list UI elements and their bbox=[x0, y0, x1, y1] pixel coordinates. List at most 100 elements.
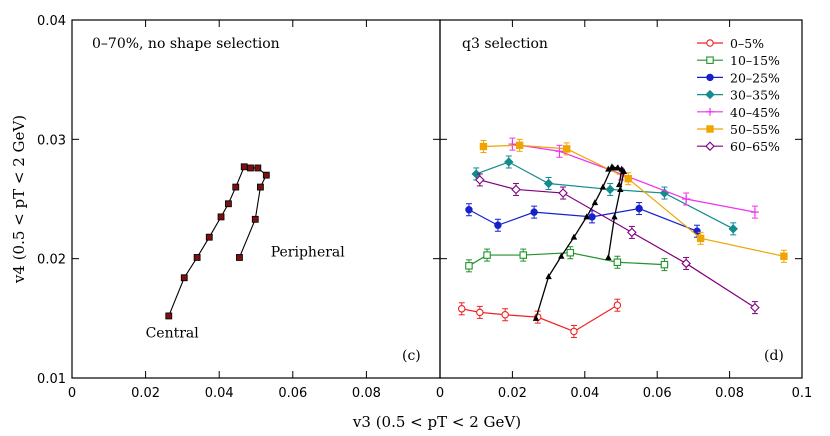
centrality-track-point bbox=[558, 252, 565, 259]
series-line bbox=[483, 144, 785, 257]
left-x-tick-label: 0.04 bbox=[205, 386, 234, 401]
series-point bbox=[515, 141, 524, 150]
series-point bbox=[627, 227, 637, 238]
series-line bbox=[468, 207, 698, 232]
series-point bbox=[588, 213, 596, 221]
series-point bbox=[476, 308, 484, 317]
left-panel-label: (c) bbox=[402, 348, 421, 364]
series-point bbox=[605, 184, 615, 195]
series-6 bbox=[479, 138, 788, 263]
centrality-track-point bbox=[605, 253, 612, 260]
left-trajectory-point bbox=[232, 183, 240, 191]
centrality-track-point bbox=[532, 314, 540, 321]
centrality-track-point bbox=[609, 164, 617, 171]
legend-label: 40–45% bbox=[730, 105, 780, 120]
legend-marker bbox=[706, 56, 714, 64]
left-trajectory-point bbox=[262, 171, 270, 179]
legend-entry: 10–15% bbox=[697, 53, 780, 68]
legend-entry: 40–45% bbox=[697, 105, 780, 120]
centrality-track-point bbox=[605, 165, 612, 172]
legend-label: 60–65% bbox=[730, 139, 780, 154]
left-y-tick-label: 0.02 bbox=[37, 253, 66, 268]
right-x-tick-label: 0.02 bbox=[498, 386, 527, 401]
series-point bbox=[613, 258, 622, 266]
series-point bbox=[566, 248, 575, 257]
right-panel-annotation: q3 selection bbox=[462, 36, 548, 52]
left-trajectory-point bbox=[247, 164, 254, 172]
series-point bbox=[471, 169, 481, 179]
legend-entry: 30–35% bbox=[697, 88, 780, 103]
left-x-tick-label: 0 bbox=[68, 386, 76, 401]
series-point bbox=[543, 178, 554, 189]
legend-marker bbox=[706, 73, 714, 82]
left-y-tick-label: 0.01 bbox=[37, 372, 66, 387]
series-point bbox=[780, 252, 788, 260]
series-point bbox=[475, 175, 485, 185]
series-point bbox=[494, 221, 502, 229]
left-trajectory-point bbox=[251, 215, 259, 223]
left-trajectory-point bbox=[240, 163, 248, 171]
series-3 bbox=[465, 202, 701, 238]
series-point bbox=[465, 262, 473, 270]
legend-label: 30–35% bbox=[730, 88, 780, 103]
legend-marker bbox=[705, 89, 715, 100]
peripheral-label: Peripheral bbox=[271, 244, 346, 260]
left-trajectory-point bbox=[180, 274, 188, 282]
series-point bbox=[504, 157, 514, 167]
left-trajectory-point bbox=[236, 254, 243, 261]
central-label: Central bbox=[146, 325, 200, 341]
left-x-tick-label: 0.08 bbox=[352, 386, 381, 401]
left-x-tick-label: 0.02 bbox=[131, 386, 160, 401]
legend-entry: 50–55% bbox=[697, 122, 780, 137]
series-line bbox=[475, 161, 734, 230]
legend-marker bbox=[706, 39, 714, 47]
series-point bbox=[465, 206, 473, 214]
centrality-track-point bbox=[611, 213, 618, 220]
left-trajectory-point bbox=[257, 183, 264, 191]
centrality-track-point bbox=[614, 164, 622, 171]
right-x-tick-label: 0.08 bbox=[715, 386, 744, 401]
legend-label: 10–15% bbox=[730, 53, 780, 68]
centrality-track bbox=[605, 164, 628, 260]
series-point bbox=[696, 234, 705, 243]
legend-label: 0–5% bbox=[730, 36, 764, 51]
left-trajectory-point bbox=[254, 164, 262, 172]
left-trajectory-point bbox=[217, 213, 225, 221]
series-point bbox=[530, 208, 538, 216]
centrality-track-point bbox=[545, 273, 552, 280]
legend-marker bbox=[705, 141, 715, 151]
series-2 bbox=[465, 246, 669, 273]
series-5 bbox=[508, 137, 759, 219]
centrality-track-point bbox=[617, 185, 624, 192]
right-x-tick-label: 0 bbox=[436, 386, 444, 401]
centrality-track-point bbox=[570, 233, 578, 240]
centrality-track-point bbox=[620, 168, 628, 175]
legend-label: 50–55% bbox=[730, 122, 780, 137]
legend-entry: 60–65% bbox=[697, 139, 780, 154]
left-panel-annotation: 0–70%, no shape selection bbox=[92, 36, 280, 52]
series-point bbox=[457, 305, 466, 313]
legend-entry: 20–25% bbox=[697, 70, 780, 85]
y-axis-label: v4 (0.5 < pT < 2 GeV) bbox=[10, 115, 28, 284]
series-point bbox=[483, 251, 491, 259]
series-point bbox=[635, 204, 643, 213]
series-4 bbox=[471, 155, 738, 236]
left-y-tick-label: 0.03 bbox=[37, 133, 66, 148]
left-panel-frame bbox=[71, 19, 441, 379]
centrality-track-point bbox=[583, 213, 590, 220]
series-point bbox=[519, 251, 528, 259]
x-axis-label: v3 (0.5 < pT < 2 GeV) bbox=[352, 413, 521, 431]
series-point bbox=[570, 327, 578, 336]
right-panel-label: (d) bbox=[764, 348, 784, 364]
series-point bbox=[501, 311, 509, 319]
centrality-track-point bbox=[599, 183, 607, 190]
left-trajectory-point bbox=[205, 233, 213, 241]
right-x-tick-label: 0.1 bbox=[792, 386, 813, 401]
series-point bbox=[681, 258, 691, 269]
legend-entry: 0–5% bbox=[697, 36, 764, 51]
centrality-track-point bbox=[591, 199, 599, 206]
series-line bbox=[479, 179, 756, 309]
series-point bbox=[613, 301, 622, 309]
series-point bbox=[511, 184, 521, 195]
